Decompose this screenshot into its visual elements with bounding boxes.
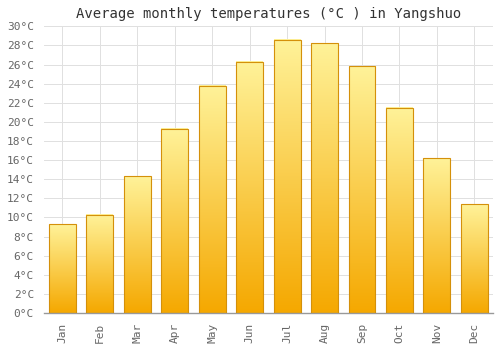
- Title: Average monthly temperatures (°C ) in Yangshuo: Average monthly temperatures (°C ) in Ya…: [76, 7, 461, 21]
- Bar: [198, 85, 226, 313]
- Bar: [86, 215, 114, 313]
- Bar: [311, 43, 338, 313]
- Bar: [49, 224, 76, 313]
- Bar: [348, 66, 376, 313]
- Bar: [386, 107, 413, 313]
- Bar: [274, 40, 300, 313]
- Bar: [124, 176, 151, 313]
- Bar: [461, 204, 488, 313]
- Bar: [162, 128, 188, 313]
- Bar: [236, 62, 263, 313]
- Bar: [424, 158, 450, 313]
